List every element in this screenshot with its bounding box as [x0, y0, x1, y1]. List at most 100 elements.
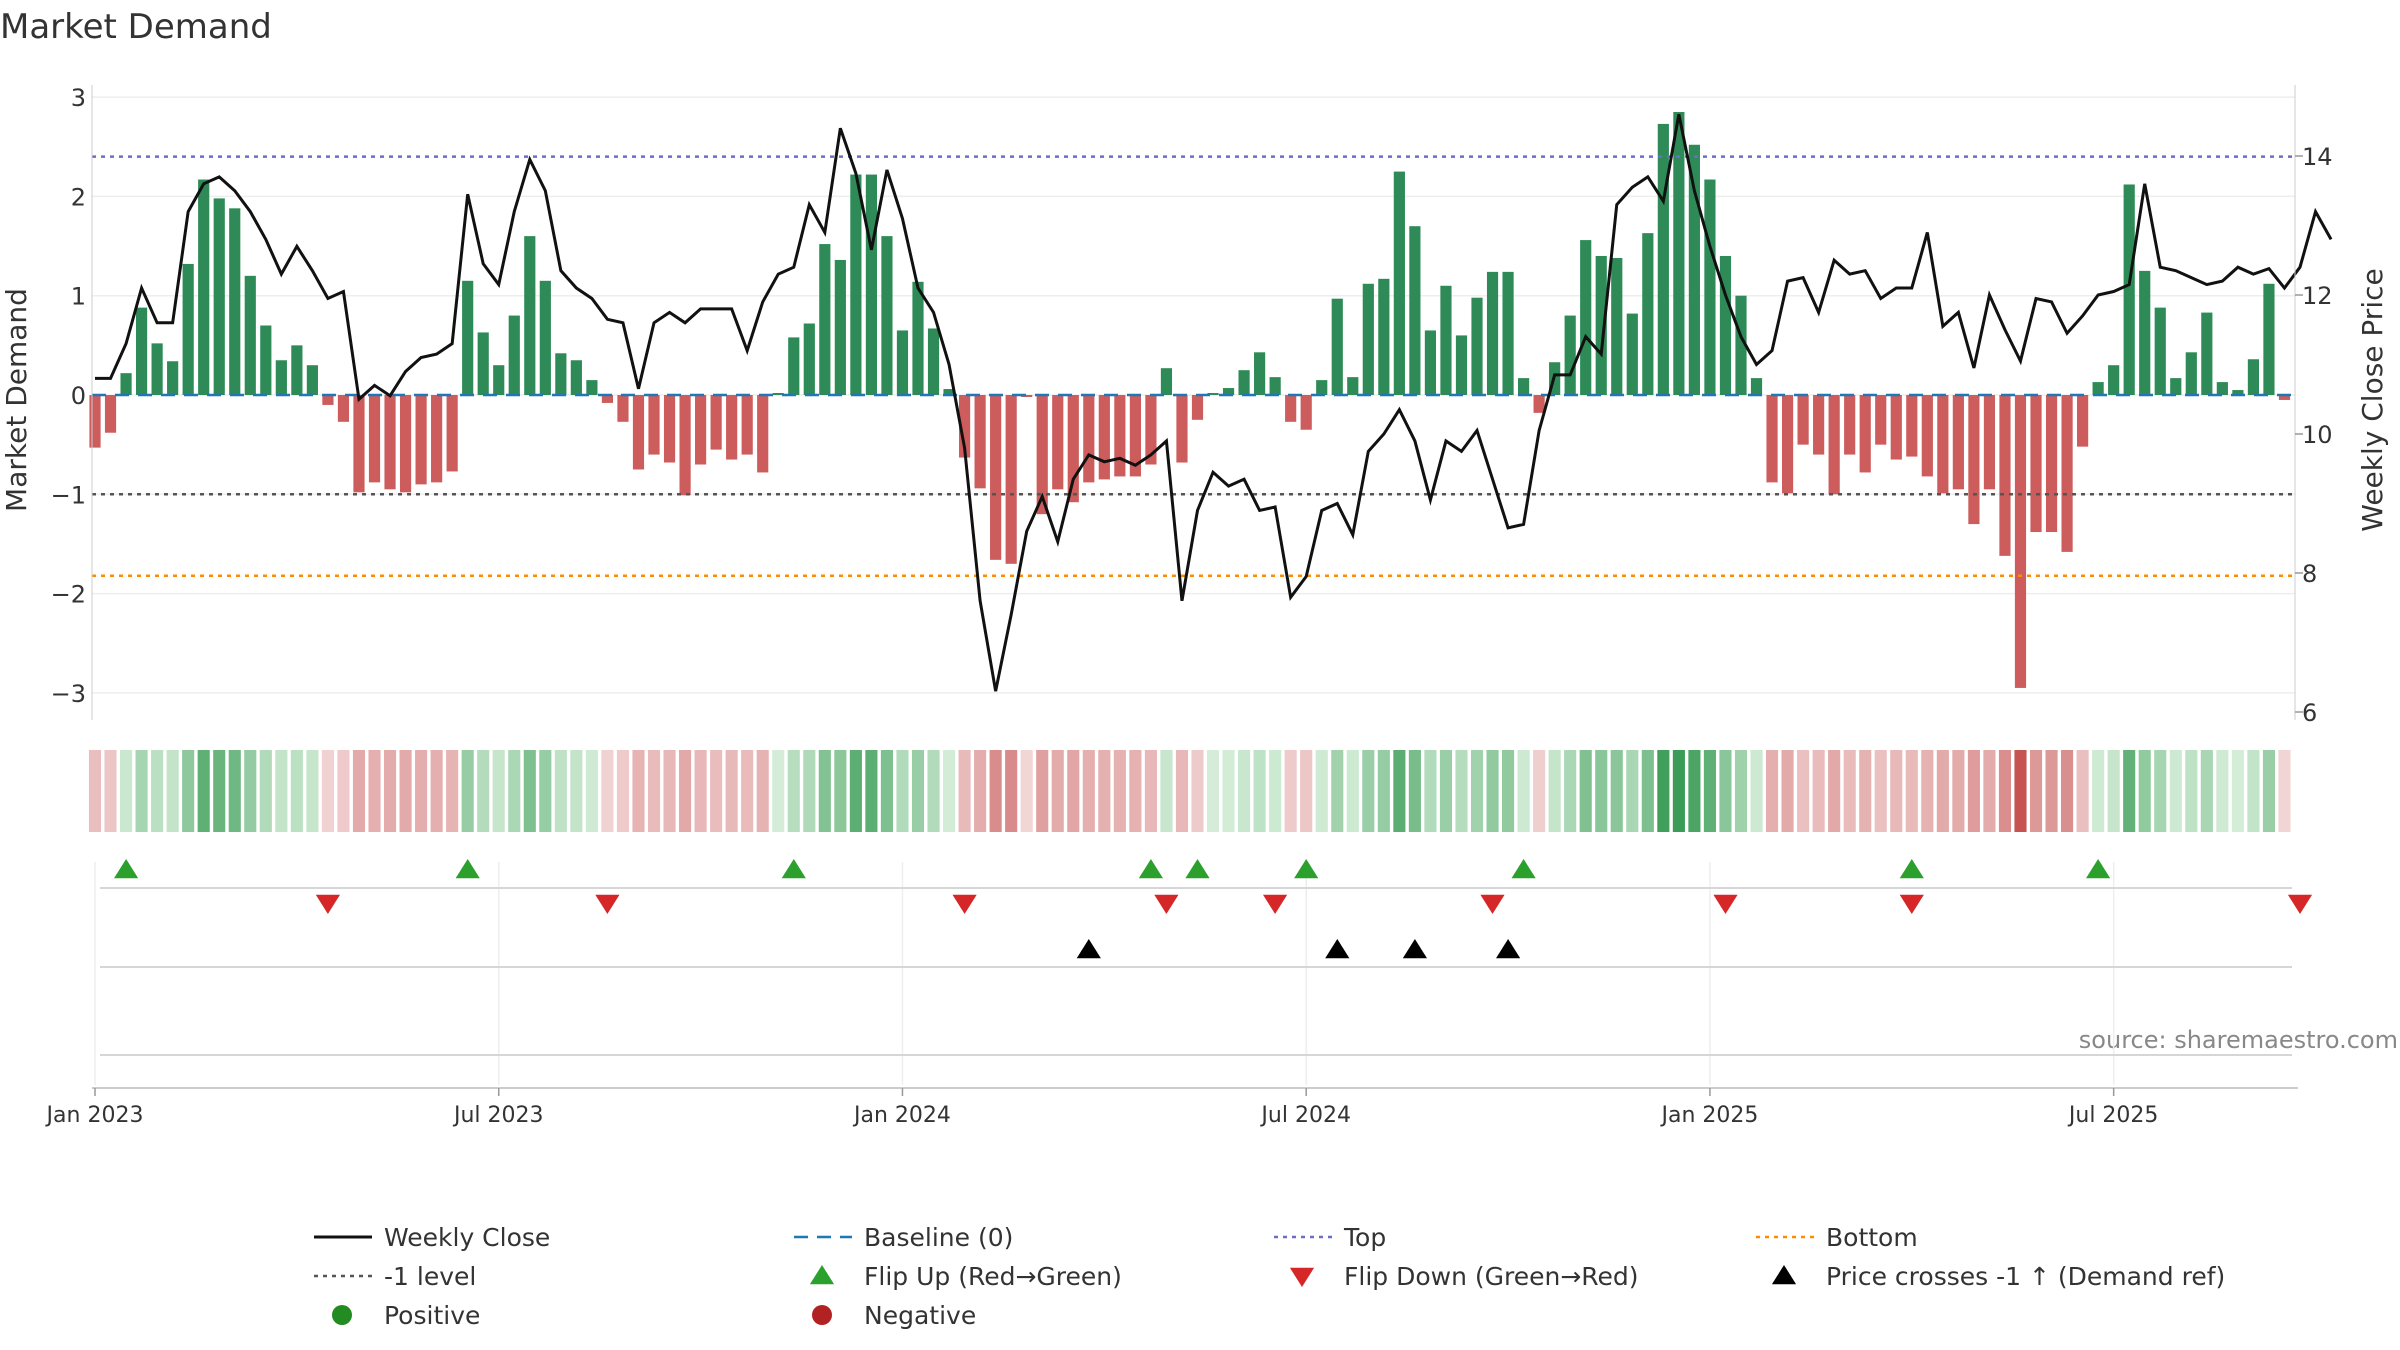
heat-cell [958, 750, 971, 832]
demand-bar [493, 365, 505, 395]
flip-down-marker [952, 894, 977, 914]
heat-cell [2185, 750, 2198, 832]
demand-bar [710, 395, 722, 450]
heat-cell [1222, 750, 1235, 832]
heat-cell [1641, 750, 1654, 832]
heat-cell [290, 750, 303, 832]
demand-bars [89, 112, 2291, 688]
demand-bar [1735, 295, 1747, 395]
demand-bar [1052, 395, 1064, 490]
flip-down-marker [1899, 894, 1924, 914]
heat-cell [1998, 750, 2012, 832]
heat-cell [663, 750, 676, 832]
heat-cell [415, 750, 428, 832]
heat-cell [2014, 750, 2027, 832]
demand-bar [695, 395, 707, 465]
demand-bar [757, 395, 769, 473]
demand-bar [1207, 393, 1219, 395]
flip-down-marker [1480, 894, 1505, 914]
flip-up-marker [781, 859, 806, 879]
demand-bar [244, 275, 256, 395]
x-tick-label: Jul 2023 [452, 1103, 544, 1128]
demand-bar [1362, 283, 1374, 395]
legend-label: Baseline (0) [864, 1223, 1013, 1252]
heat-cell [88, 750, 102, 832]
demand-bar [1906, 395, 1918, 457]
demand-bar [446, 395, 458, 472]
y2-tick-label: 14 [2302, 143, 2333, 171]
demand-bar [135, 307, 148, 395]
y2-axis-label: Weekly Close Price [2356, 268, 2389, 531]
heat-cell [1921, 750, 1934, 832]
heat-cell [1362, 750, 1375, 832]
demand-bar [1440, 285, 1452, 395]
axes [91, 85, 2296, 720]
demand-bar [1036, 395, 1048, 515]
y2-tick-label: 10 [2302, 421, 2333, 449]
demand-bar [415, 395, 427, 485]
heat-cell [2092, 750, 2105, 832]
heat-cell [1533, 750, 1546, 832]
heat-cell [1144, 750, 1157, 832]
demand-bar [2154, 307, 2166, 395]
demand-bar [1983, 395, 1996, 490]
heat-cell [337, 750, 350, 832]
demand-bar [881, 236, 893, 395]
heat-cell [911, 750, 925, 832]
y2-tick-label: 8 [2302, 560, 2317, 588]
price-cross-marker [1325, 939, 1350, 959]
heat-cell [1315, 750, 1328, 832]
price-cross-marker [1076, 939, 1101, 959]
heat-cell [1936, 750, 1949, 832]
source-label: source: sharemaestro.com [2079, 1026, 2398, 1054]
flip-down-marker [1713, 894, 1738, 914]
heat-cell [120, 750, 133, 832]
heat-cell [694, 750, 707, 832]
flip-down-marker [315, 894, 340, 914]
demand-bar [601, 395, 614, 403]
demand-bar [990, 395, 1002, 560]
heat-cell [539, 750, 552, 832]
heat-cell [647, 750, 661, 832]
demand-bar [1564, 315, 1576, 395]
demand-bar [1160, 368, 1173, 395]
heat-cell [1859, 750, 1872, 832]
heat-cell [244, 750, 257, 832]
demand-bar [1968, 395, 1980, 525]
demand-bar [850, 174, 862, 395]
heat-cell [741, 750, 754, 832]
heat-cell [321, 750, 334, 832]
demand-bar [1455, 335, 1468, 395]
demand-bar [229, 208, 241, 395]
heat-cell [1284, 750, 1297, 832]
heat-cell [492, 750, 505, 832]
heat-cell [632, 750, 645, 832]
price-cross-marker [1402, 939, 1427, 959]
demand-bar [337, 395, 350, 422]
demand-bar [1890, 395, 1902, 460]
heat-cell [508, 750, 521, 832]
y2-tick-label: 6 [2302, 699, 2317, 727]
legend-label: Weekly Close [384, 1223, 550, 1252]
heat-cell [2216, 750, 2229, 832]
demand-bar [1750, 378, 1763, 395]
demand-bar [1626, 313, 1638, 395]
heat-cell [2247, 750, 2260, 832]
demand-bar [1952, 395, 1964, 490]
demand-bar [865, 174, 877, 395]
heat-cell [430, 750, 443, 832]
demand-bar [1673, 112, 1685, 395]
demand-bar [2170, 378, 2182, 395]
legend-symbol [812, 1305, 832, 1325]
heat-cell [1036, 750, 1049, 832]
heat-cell [197, 750, 210, 832]
demand-bar [1471, 297, 1483, 395]
legend-label: Price crosses -1 ↑ (Demand ref) [1826, 1262, 2225, 1291]
demand-bar [89, 395, 101, 448]
demand-bar [1098, 395, 1110, 480]
heat-cell [601, 750, 614, 832]
heat-cell [2278, 750, 2291, 832]
heat-cell [182, 750, 195, 832]
